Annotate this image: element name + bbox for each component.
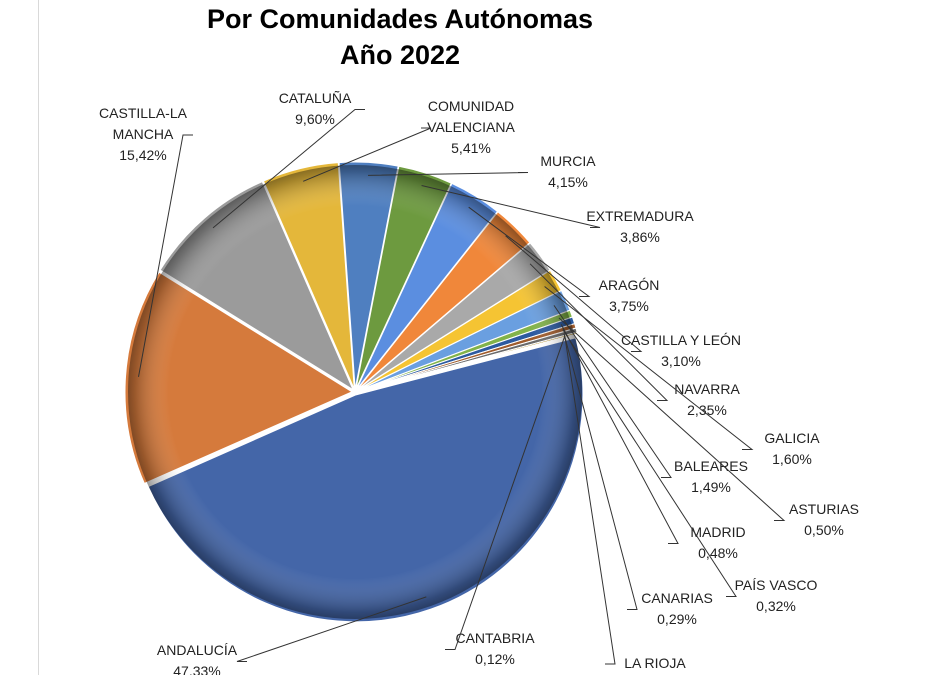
frame-border (38, 0, 39, 675)
slice-label-canarias: CANARIAS 0,29% (641, 590, 713, 627)
slice-label-castilla-y-leon: CASTILLA Y LEÓN 3,10% (621, 332, 741, 369)
leader-line-cantabria (445, 336, 566, 650)
slice-label-la-rioja: LA RIOJA (624, 655, 686, 671)
slice-label-navarra: NAVARRA 2,35% (674, 381, 740, 418)
leader-line-aragon (468, 206, 591, 297)
slice-label-castilla-la-mancha: CASTILLA-LA MANCHA 15,42% (99, 105, 188, 163)
leader-line-comunidad-valenciana (303, 127, 432, 182)
pie-slices (124, 161, 584, 623)
slice-label-andalucia: ANDALUCÍA 47,33% (157, 642, 238, 675)
leader-line-la-rioja (564, 337, 616, 665)
pie-labels: CATALUÑA 9,60% COMUNIDAD VALENCIANA 5,41% MUR… (99, 90, 859, 675)
leader-line-madrid (560, 324, 679, 544)
slice-label-pais-vasco: PAÍS VASCO 0,32% (735, 577, 818, 614)
chart-title: Por Comunidades Autónomas (206, 4, 594, 34)
leader-line-andalucia (236, 596, 427, 662)
leader-line-navarra (529, 263, 669, 401)
slice-label-madrid: MADRID 0,48% (690, 524, 745, 561)
slice-label-cataluna: CATALUÑA 9,60% (279, 90, 352, 127)
slice-label-murcia: MURCIA 4,15% (540, 153, 596, 190)
leader-line-extremadura (421, 185, 601, 228)
slice-label-comunidad-valenciana: COMUNIDAD VALENCIANA 5,41% (427, 98, 515, 156)
leader-line-castilla-la-mancha (138, 134, 193, 377)
leader-line-castilla-y-leon (505, 235, 643, 352)
leader-line-canarias (563, 333, 638, 610)
slice-label-aragon: ARAGÓN 3,75% (599, 277, 660, 314)
leader-line-baleares (553, 305, 672, 478)
leader-line-cataluna (212, 109, 365, 229)
chart-subtitle: Año 2022 (339, 40, 461, 70)
leader-line-asturias (558, 317, 786, 521)
leader-line-murcia (367, 172, 529, 176)
leader-line-galicia (544, 286, 754, 450)
slice-label-asturias: ASTURIAS 0,50% (789, 501, 859, 538)
slice-label-extremadura: EXTREMADURA 3,86% (586, 208, 694, 245)
slice-label-galicia: GALICIA 1,60% (764, 430, 820, 467)
slice-label-cantabria: CANTABRIA 0,12% (455, 630, 535, 667)
slice-label-baleares: BALEARES 1,49% (674, 458, 748, 495)
leader-line-pais-vasco (562, 329, 737, 597)
